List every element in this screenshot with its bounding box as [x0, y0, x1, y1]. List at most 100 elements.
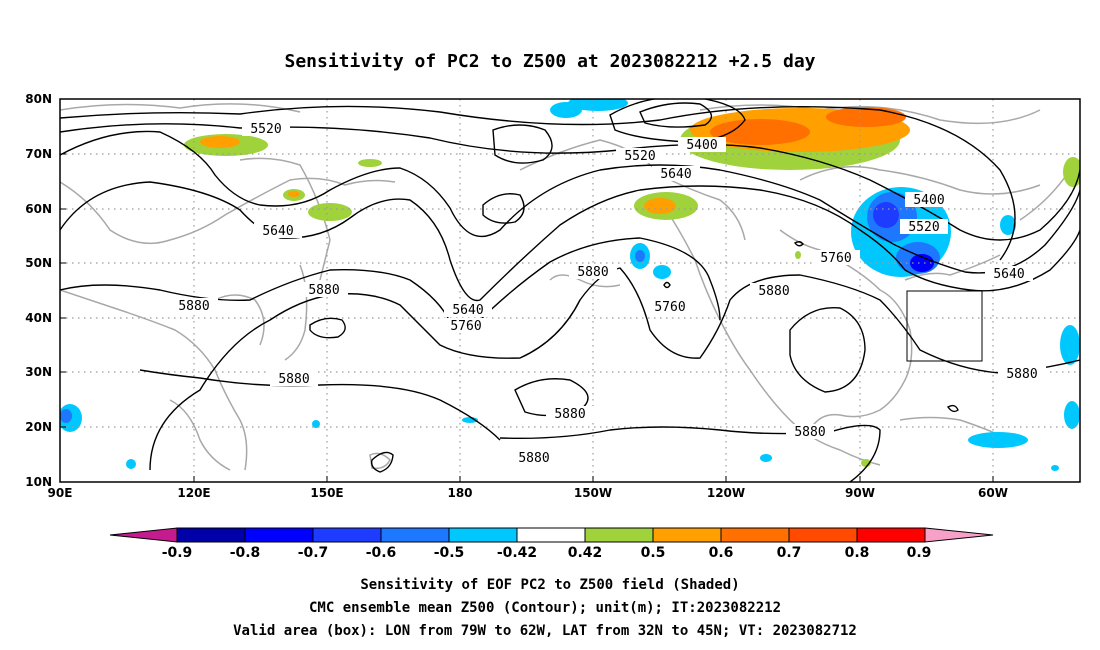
shade-negative-low [568, 99, 628, 111]
contour-closed-low [639, 102, 713, 128]
colorbar-tick-label: -0.6 [366, 545, 397, 561]
contour-line [139, 369, 501, 441]
shade-positive-mid [644, 198, 676, 214]
contour-line [60, 237, 721, 330]
shade-negative-low [653, 265, 671, 279]
contour-closed-low [609, 99, 746, 143]
coastline-canada-east [904, 254, 1001, 281]
contour-closed-low [482, 193, 525, 224]
shade-positive-low [795, 251, 801, 259]
coastline-aleutians [549, 274, 621, 288]
lon-label: 150E [310, 486, 343, 500]
lat-label: 80N [25, 92, 52, 106]
colorbar-tick-label: -0.42 [497, 545, 537, 561]
coastline-arctic-america [699, 104, 1041, 125]
contour-closed-high [946, 404, 959, 413]
coastline-island-guam [369, 452, 391, 470]
figure-footer: Sensitivity of EOF PC2 to Z500 field (Sh… [233, 577, 857, 639]
lat-label: 70N [25, 147, 52, 161]
contour-line [60, 105, 1016, 261]
contour-closed-high [793, 241, 804, 247]
shade-negative-low [1064, 401, 1080, 429]
colorbar: -0.9 -0.8 -0.7 -0.6 -0.5 -0.42 0.42 0.5 … [109, 527, 994, 561]
contour-label: 5760 [654, 300, 685, 315]
lon-label: 90W [845, 486, 875, 500]
contour-closed-high [663, 281, 671, 289]
contour-label: 5880 [308, 283, 339, 298]
colorbar-box [856, 527, 926, 543]
lon-label: 180 [447, 486, 472, 500]
shade-negative-low [126, 459, 136, 469]
contour-label: 5520 [624, 149, 655, 164]
colorbar-box [244, 527, 314, 543]
lat-label: 50N [25, 256, 52, 270]
footer-line-2: CMC ensemble mean Z500 (Contour); unit(m… [309, 600, 781, 616]
coastline-north-asia [60, 177, 396, 245]
valid-area-box [906, 290, 983, 362]
colorbar-tick-label: -0.8 [230, 545, 261, 561]
contour-label: 5520 [908, 220, 939, 235]
colorbar-tick-label: 0.7 [777, 545, 802, 561]
contour-label: 5640 [993, 267, 1024, 282]
footer-line-1: Sensitivity of EOF PC2 to Z500 field (Sh… [360, 577, 739, 593]
contour-label: 5760 [450, 319, 481, 334]
contour-label: 5640 [262, 224, 293, 239]
shade-negative-strong [873, 202, 899, 228]
lat-label: 20N [25, 420, 52, 434]
contour-label: 5760 [820, 251, 851, 266]
shade-positive-low [358, 159, 382, 167]
contour-labels: 5520 5520 5400 5640 5400 5520 5640 5760 … [170, 121, 1046, 466]
shade-negative-low [1051, 465, 1059, 471]
coastline-korea [214, 294, 265, 346]
colorbar-box [380, 527, 450, 543]
coastline-arctic-asia [60, 103, 301, 113]
colorbar-box [788, 527, 858, 543]
coastline-east-asia [60, 289, 248, 471]
lat-label: 40N [25, 311, 52, 325]
contour-label: 5640 [660, 167, 691, 182]
contour-closed-high [514, 378, 589, 417]
lon-label: 120E [177, 486, 210, 500]
colorbar-tick-label: 0.9 [907, 545, 932, 561]
lat-label: 10N [25, 475, 52, 489]
shade-negative-strong [910, 254, 934, 272]
shade-negative-low [312, 420, 320, 428]
contour-closed-low [492, 124, 553, 164]
contour-label: 5880 [518, 451, 549, 466]
coastline-kamchatka [239, 157, 331, 281]
shade-negative-low [550, 102, 582, 118]
shade-positive-low [308, 203, 352, 221]
contour-line [149, 267, 1080, 471]
colorbar-tick-label: 0.42 [568, 545, 603, 561]
contour-closed-high [370, 451, 394, 473]
shade-positive-low [1063, 157, 1080, 187]
colorbar-tick-label: 0.5 [641, 545, 666, 561]
latitude-axis: 80N 70N 60N 50N 40N 30N 20N 10N [25, 92, 52, 489]
colorbar-arrow-low [109, 527, 178, 543]
contour-label: 5880 [278, 372, 309, 387]
shade-positive-mid [288, 191, 300, 197]
lon-label: 90E [48, 486, 73, 500]
contour-label: 5640 [452, 303, 483, 318]
lat-label: 30N [25, 365, 52, 379]
contour-line [60, 181, 1080, 302]
axis-ticks [59, 98, 994, 483]
shade-negative-low [760, 454, 772, 462]
contour-label: 5880 [577, 265, 608, 280]
colorbar-tick-label: 0.6 [709, 545, 734, 561]
contour-label: 5520 [250, 122, 281, 137]
colorbar-box [652, 527, 722, 543]
lon-label: 120W [707, 486, 745, 500]
colorbar-tick-label: 0.8 [845, 545, 870, 561]
map-plot-area: 5520 5520 5400 5640 5400 5520 5640 5760 … [60, 99, 1080, 482]
footer-line-3: Valid area (box): LON from 79W to 62W, L… [233, 623, 857, 639]
contour-closed-high [789, 306, 866, 393]
colorbar-box [312, 527, 382, 543]
shade-positive-high [710, 119, 810, 145]
coastline-greenland [1019, 169, 1071, 221]
colorbar-box [448, 527, 518, 543]
figure-title: Sensitivity of PC2 to Z500 at 2023082212… [284, 51, 815, 72]
contour-line [499, 424, 881, 482]
contour-closed-high [309, 317, 346, 339]
